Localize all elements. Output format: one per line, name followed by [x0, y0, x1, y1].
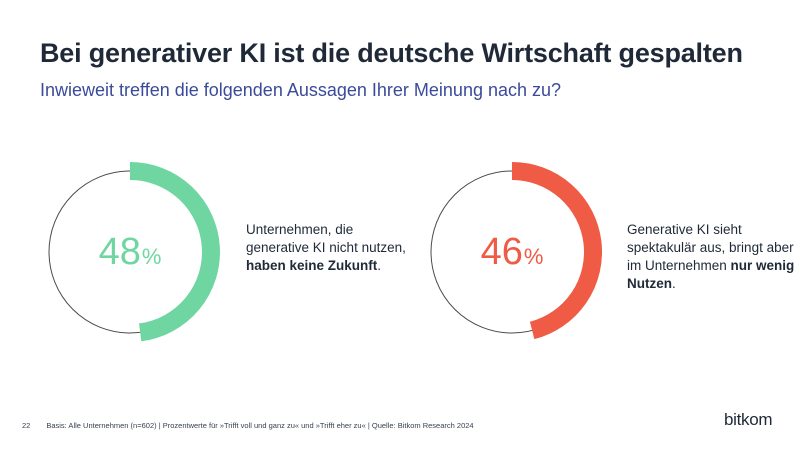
donut-svg-2 — [430, 162, 602, 340]
donut-value-unit-1: % — [141, 244, 162, 269]
caption-end-2: . — [672, 276, 676, 291]
donut-arc-1 — [129, 162, 220, 342]
page-subtitle: Inwieweit treffen die folgenden Aussagen… — [40, 80, 562, 100]
donut-svg-1 — [48, 162, 220, 342]
caption-text-2: Generative KI sieht spektakulär aus, bri… — [627, 222, 794, 273]
donut-chart-1: 48% — [40, 162, 220, 342]
donut-caption-2: Generative KI sieht spektakulär aus, bri… — [627, 221, 797, 293]
caption-bold-2: nur wenig Nutzen — [627, 258, 795, 291]
page-number: 22 — [22, 421, 31, 430]
donut-caption-1: Unternehmen, die generative KI nicht nut… — [246, 221, 416, 275]
caption-bold-1: haben keine Zukunft — [246, 258, 378, 273]
donut-arc-2 — [511, 162, 602, 340]
caption-end-1: . — [377, 258, 382, 273]
footer-note: 22 Basis: Alle Unternehmen (n=602) | Proz… — [22, 421, 474, 430]
footer-source: Basis: Alle Unternehmen (n=602) | Prozen… — [46, 421, 474, 430]
donut-value-2: 46% — [422, 162, 602, 342]
page-title: Bei generativer KI ist die deutsche Wirt… — [40, 38, 743, 68]
caption-text-1: Unternehmen, die generative KI nicht nut… — [246, 222, 406, 255]
donut-value-number-1: 48 — [98, 230, 141, 273]
donut-value-number-2: 46 — [480, 230, 523, 273]
donut-value-unit-2: % — [523, 244, 544, 269]
donut-value-1: 48% — [40, 162, 220, 342]
bitkom-logo: bitkom — [724, 410, 773, 429]
donut-chart-2: 46% — [422, 162, 602, 342]
